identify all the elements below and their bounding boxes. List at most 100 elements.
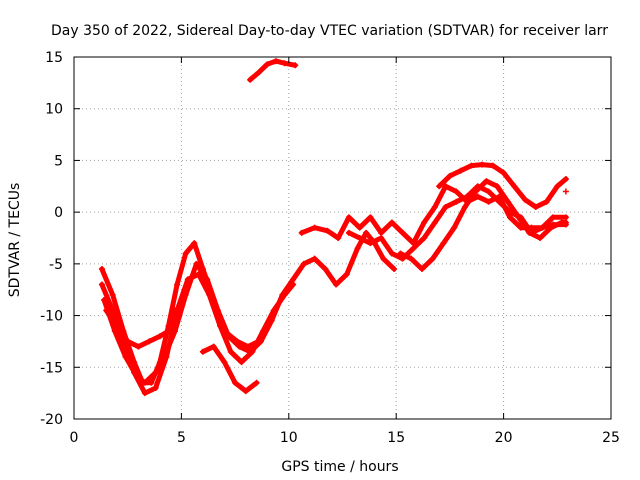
data-point <box>457 167 464 174</box>
data-point <box>367 240 374 247</box>
data-point <box>298 229 305 236</box>
data-point <box>485 198 492 205</box>
data-point <box>111 328 118 335</box>
data-point <box>418 266 425 273</box>
data-series <box>98 58 569 397</box>
x-tick-label: 0 <box>70 430 79 446</box>
y-tick-label: -20 <box>40 412 63 428</box>
data-point <box>537 235 544 241</box>
data-point <box>511 183 518 190</box>
x-tick-label: 25 <box>602 430 620 446</box>
data-point <box>472 188 479 195</box>
y-tick-label: 0 <box>54 205 63 221</box>
data-point <box>236 343 243 350</box>
data-point <box>479 161 486 168</box>
data-point <box>367 214 374 221</box>
data-point <box>109 307 116 314</box>
x-tick-label: 20 <box>495 430 513 446</box>
data-point <box>500 169 507 176</box>
data-point <box>311 255 318 262</box>
data-point <box>268 317 275 324</box>
data-point <box>174 281 181 288</box>
data-point <box>436 183 443 190</box>
data-point <box>98 266 105 273</box>
data-point <box>440 240 447 247</box>
data-point <box>356 224 363 231</box>
y-tick-label: -15 <box>40 360 63 376</box>
data-point <box>507 214 514 221</box>
x-tick-label: 10 <box>280 430 298 446</box>
data-point <box>311 224 318 231</box>
data-point <box>453 188 460 195</box>
data-point <box>431 219 438 226</box>
data-point <box>446 172 453 179</box>
data-point <box>193 260 200 267</box>
series-3-trace <box>103 307 178 350</box>
data-point <box>345 214 352 221</box>
data-point <box>496 198 503 205</box>
data-point <box>532 203 539 210</box>
data-point <box>442 203 449 210</box>
data-point <box>562 214 569 221</box>
axis-ticks: 0 5 10 15 20 25 -20 -15 -10 -5 0 5 10 15 <box>40 50 620 446</box>
data-point <box>345 229 352 236</box>
data-point <box>281 60 288 67</box>
data-point <box>474 193 481 200</box>
data-point <box>324 227 331 234</box>
data-point <box>182 250 189 257</box>
series-5-trace <box>247 58 298 83</box>
data-point <box>343 271 350 278</box>
data-point <box>272 58 279 65</box>
data-point <box>468 162 475 169</box>
data-point <box>410 245 417 252</box>
data-point <box>322 266 329 273</box>
plot-frame <box>73 56 612 420</box>
data-point <box>210 343 217 350</box>
data-point <box>431 203 438 210</box>
data-point <box>141 390 148 397</box>
data-point <box>247 76 254 83</box>
data-point <box>255 69 262 76</box>
data-point <box>290 276 297 283</box>
y-tick-label: -10 <box>40 309 63 325</box>
data-point <box>124 338 131 345</box>
data-point <box>103 307 110 314</box>
data-point <box>122 353 129 360</box>
data-point <box>391 266 398 273</box>
data-point <box>397 250 404 257</box>
data-point <box>388 219 395 226</box>
data-point <box>204 276 211 283</box>
data-point <box>335 235 342 241</box>
data-point <box>221 359 228 366</box>
data-point <box>133 372 140 379</box>
x-axis-label: GPS time / hours <box>281 459 398 475</box>
data-point <box>156 333 163 340</box>
data-point <box>388 250 395 257</box>
data-point <box>227 348 234 355</box>
data-point <box>378 235 385 241</box>
data-point <box>522 196 529 203</box>
data-point <box>98 281 105 288</box>
data-point <box>225 333 232 340</box>
data-point <box>113 322 120 329</box>
data-point <box>380 255 387 262</box>
data-point <box>451 224 458 231</box>
series-6-trace <box>299 183 569 246</box>
y-tick-label: 10 <box>45 102 63 118</box>
data-point <box>171 307 178 314</box>
data-point <box>199 348 206 355</box>
data-point <box>141 379 148 386</box>
data-point <box>354 245 361 252</box>
data-point <box>135 343 142 350</box>
series-4-trace <box>200 344 260 394</box>
series-2-trace <box>101 230 397 386</box>
data-point <box>504 198 511 205</box>
data-point <box>442 183 449 190</box>
data-point <box>257 338 264 345</box>
data-point <box>238 359 245 366</box>
data-point <box>109 291 116 298</box>
data-point <box>300 260 307 267</box>
data-point <box>526 229 533 236</box>
y-tick-label: 15 <box>45 50 63 66</box>
